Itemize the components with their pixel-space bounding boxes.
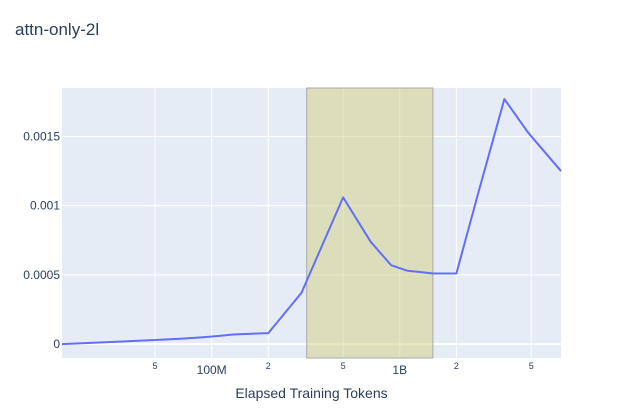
y-tick-label: 0.001 — [30, 199, 60, 213]
x-tick-label: 5 — [529, 361, 534, 371]
y-tick-label: 0 — [53, 337, 60, 351]
x-tick-label: 5 — [153, 361, 158, 371]
x-tick-label: 100M — [197, 363, 227, 377]
tick-labels: 5 100M 2 5 1B 2 5 0 0.0005 0.001 0.0015 — [23, 129, 533, 377]
x-tick-label: 2 — [454, 361, 459, 371]
series-line — [61, 98, 562, 346]
chart-title: attn-only-2l — [15, 20, 100, 39]
x-tick-label: 1B — [392, 363, 407, 377]
x-axis-title: Elapsed Training Tokens — [235, 385, 387, 401]
x-tick-label: 5 — [341, 361, 346, 371]
highlight-region — [306, 87, 434, 359]
series-layer — [61, 98, 562, 346]
gridlines — [62, 88, 561, 358]
y-tick-label: 0.0005 — [23, 268, 60, 282]
shaded-region — [306, 87, 434, 359]
y-tick-label: 0.0015 — [23, 129, 60, 143]
x-tick-label: 2 — [266, 361, 271, 371]
